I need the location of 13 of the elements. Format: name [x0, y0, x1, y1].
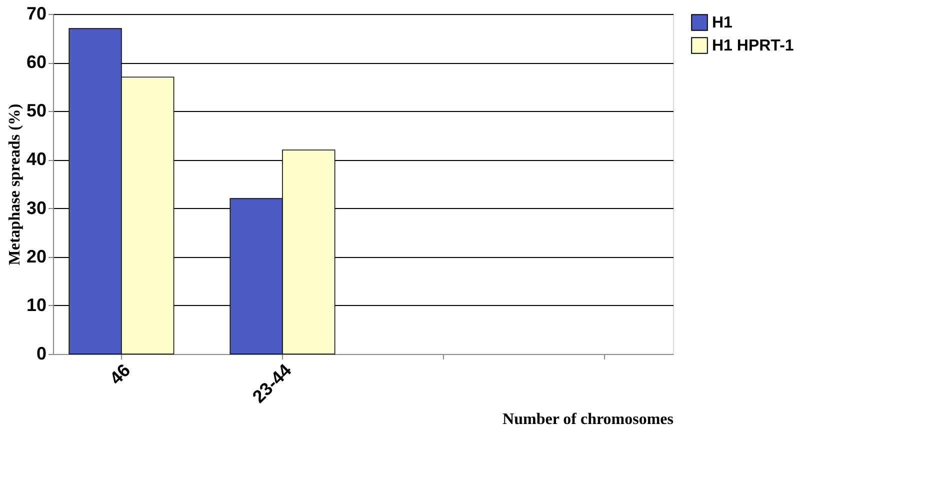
y-tick-label: 30 [26, 198, 46, 218]
x-axis-title: Number of chromosomes [502, 410, 674, 428]
legend-label: H1 HPRT-1 [712, 38, 794, 54]
y-tick-label: 20 [26, 246, 46, 266]
y-tick-label: 10 [26, 294, 46, 315]
y-axis-title: Metaphase spreads (%) [6, 104, 24, 266]
y-tick-label: 50 [26, 100, 46, 121]
y-tick-label: 60 [26, 52, 46, 72]
x-tick-label: 46 [106, 360, 134, 388]
y-tick-label: 40 [26, 149, 46, 170]
y-tick-label: 0 [36, 344, 46, 364]
legend-label: H1 [712, 14, 733, 32]
y-tick-label: 70 [26, 4, 46, 24]
